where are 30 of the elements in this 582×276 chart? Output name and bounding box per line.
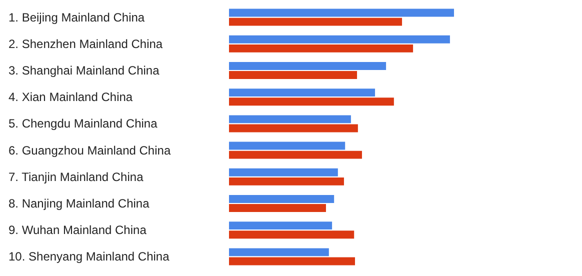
y-tick-label: 10. Shenyang Mainland China (8, 250, 170, 264)
bar (229, 18, 402, 26)
y-tick-label: 7. Tianjin Mainland China (8, 170, 144, 184)
bar (229, 124, 358, 132)
bar (229, 44, 414, 52)
bar (229, 8, 454, 17)
y-tick-label: 8. Nanjing Mainland China (8, 196, 150, 210)
bar (229, 71, 358, 80)
bar (229, 222, 332, 230)
bar (229, 204, 326, 212)
bar (229, 62, 386, 70)
bar (229, 168, 338, 176)
bar (229, 150, 362, 159)
y-tick-label: 5. Chengdu Mainland China (8, 116, 158, 131)
bar (229, 194, 334, 203)
bar (229, 142, 346, 150)
bar (229, 35, 450, 44)
bar (229, 230, 354, 239)
y-tick-label: 9. Wuhan Mainland China (8, 223, 147, 238)
bar (229, 177, 344, 186)
bar (229, 98, 394, 106)
y-tick-label: 2. Shenzhen Mainland China (8, 36, 163, 51)
bar (229, 248, 329, 256)
bar (229, 115, 351, 124)
y-tick-label: 1. Beijing Mainland China (8, 10, 145, 24)
y-tick-label: 4. Xian Mainland China (8, 90, 133, 104)
y-tick-label: 3. Shanghai Mainland China (8, 64, 160, 78)
bar (229, 257, 355, 266)
y-tick-label: 6. Guangzhou Mainland China (8, 143, 171, 158)
bar (229, 88, 376, 97)
